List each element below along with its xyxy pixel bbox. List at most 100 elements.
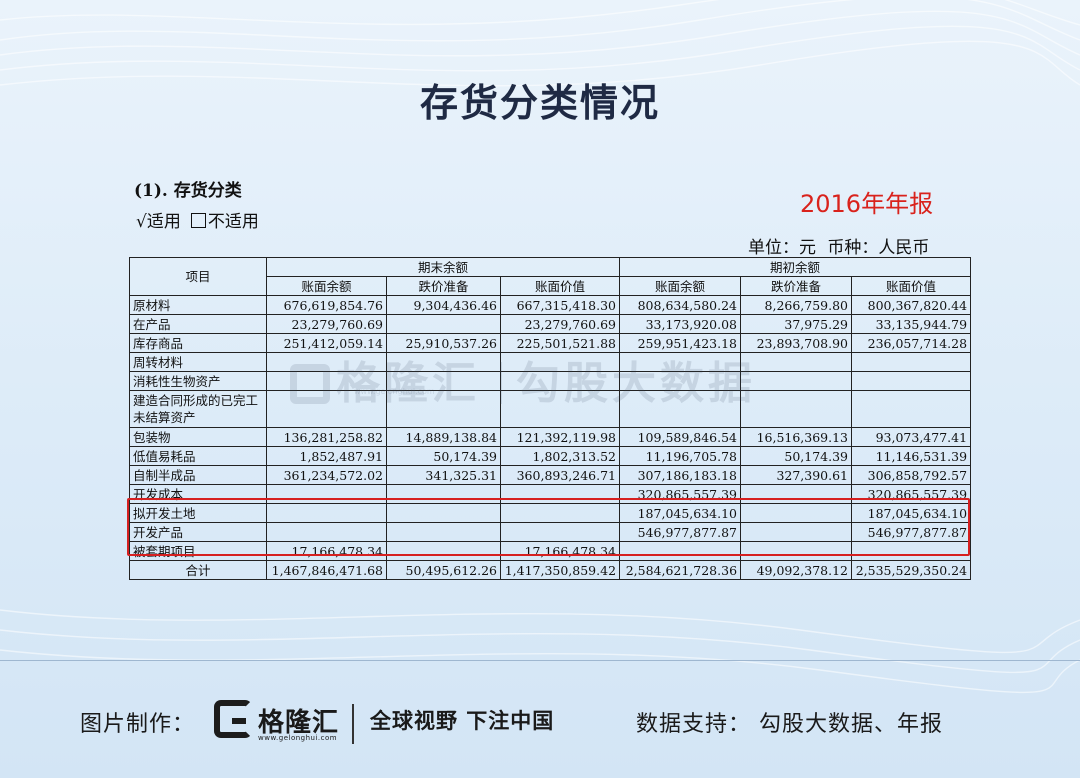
table-cell: 2,535,529,350.24 [851,560,972,580]
table-cell: 808,634,580.24 [619,295,742,315]
table-cell [740,352,853,372]
footer-brand-url: www.gelonghui.com [258,734,338,742]
column-header: 账面余额 [619,276,742,296]
table-cell [619,371,742,391]
table-cell [499,522,621,542]
table-cell: 136,281,258.82 [266,427,387,447]
table-row-highlighted: 开发成本 320,865,557.39 320,865,557.39 [129,484,972,504]
table-cell [740,522,853,542]
table-cell: 50,174.39 [740,446,853,466]
table-cell: 251,412,059.14 [266,333,387,353]
total-label: 合计 [129,560,267,580]
table-cell [386,352,501,372]
table-cell [619,390,742,428]
row-label: 原材料 [129,295,267,315]
row-label: 消耗性生物资产 [129,371,267,391]
table-cell [499,503,621,523]
column-header: 跌价准备 [740,276,853,296]
table-cell [266,371,387,391]
table-cell: 667,315,418.30 [499,295,621,315]
table-cell: 800,367,820.44 [851,295,972,315]
table-cell [386,503,501,523]
unit-currency-line: 单位：元 币种：人民币 [748,238,930,258]
table-cell [499,371,621,391]
applicable-checked-label: √适用 [136,212,181,232]
item-column-header: 项目 [129,257,267,296]
table-cell: 25,910,537.26 [386,333,501,353]
column-header: 账面价值 [851,276,972,296]
table-row: 原材料 676,619,854.76 9,304,436.46 667,315,… [129,295,972,315]
table-cell: 121,392,119.98 [499,427,621,447]
table-cell: 360,893,246.71 [499,465,621,485]
row-label: 在产品 [129,314,267,334]
table-row: 周转材料 [129,352,972,372]
table-cell: 23,279,760.69 [499,314,621,334]
table-row: 自制半成品 361,234,572.02 341,325.31 360,893,… [129,465,972,485]
table-cell: 327,390.61 [740,465,853,485]
table-total-row: 合计 1,467,846,471.68 50,495,612.26 1,417,… [129,560,972,580]
table-cell: 187,045,634.10 [619,503,742,523]
table-cell [740,371,853,391]
table-row: 低值易耗品 1,852,487.91 50,174.39 1,802,313.5… [129,446,972,466]
table-cell: 23,893,708.90 [740,333,853,353]
table-cell [386,522,501,542]
table-cell [266,503,387,523]
table-cell: 236,057,714.28 [851,333,972,353]
table-row: 被套期项目 17,166,478.34 17,166,478.34 [129,541,972,561]
table-cell [386,484,501,504]
table-cell [499,352,621,372]
table-cell: 93,073,477.41 [851,427,972,447]
table-cell [851,352,972,372]
table-cell: 361,234,572.02 [266,465,387,485]
row-label: 建造合同形成的已完工未结算资产 [129,390,267,428]
table-cell: 16,516,369.13 [740,427,853,447]
table-cell [266,390,387,428]
end-balance-group-header: 期末余额 [265,257,621,277]
table-cell: 50,174.39 [386,446,501,466]
table-cell: 11,196,705.78 [619,446,742,466]
table-cell: 50,495,612.26 [386,560,501,580]
row-label: 被套期项目 [129,541,267,561]
table-cell: 1,467,846,471.68 [266,560,387,580]
table-cell [851,541,972,561]
table-cell: 14,889,138.84 [386,427,501,447]
table-cell: 306,858,792.57 [851,465,972,485]
table-cell: 2,584,621,728.36 [619,560,742,580]
table-cell: 9,304,436.46 [386,295,501,315]
table-cell: 546,977,877.87 [851,522,972,542]
table-cell [266,522,387,542]
row-label: 库存商品 [129,333,267,353]
table-cell [851,371,972,391]
footer: 图片制作： 格隆汇 www.gelonghui.com 全球视野 下注中国 数据… [0,690,1080,750]
table-cell [740,503,853,523]
table-cell: 320,865,557.39 [851,484,972,504]
footer-separator [352,704,354,744]
table-cell [740,390,853,428]
table-row: 包装物 136,281,258.82 14,889,138.84 121,392… [129,427,972,447]
table-cell: 109,589,846.54 [619,427,742,447]
row-label: 包装物 [129,427,267,447]
table-cell: 225,501,521.88 [499,333,621,353]
made-by-label: 图片制作： [80,712,196,737]
table-row-highlighted: 拟开发土地 187,045,634.10 187,045,634.10 [129,503,972,523]
table-cell [386,314,501,334]
table-cell: 11,146,531.39 [851,446,972,466]
footer-brand: 格隆汇 [258,708,340,738]
table-cell: 8,266,759.80 [740,295,853,315]
table-cell [386,541,501,561]
table-cell: 1,852,487.91 [266,446,387,466]
table-cell: 1,417,350,859.42 [499,560,621,580]
table-cell: 17,166,478.34 [266,541,387,561]
footer-divider [0,660,1080,661]
table-cell [499,484,621,504]
row-label: 周转材料 [129,352,267,372]
table-cell [851,390,972,428]
table-cell [266,484,387,504]
row-label: 开发成本 [129,484,267,504]
row-label: 拟开发土地 [129,503,267,523]
column-header: 跌价准备 [386,276,501,296]
table-cell: 307,186,183.18 [619,465,742,485]
table-cell: 37,975.29 [740,314,853,334]
table-cell: 676,619,854.76 [266,295,387,315]
table-row: 消耗性生物资产 [129,371,972,391]
